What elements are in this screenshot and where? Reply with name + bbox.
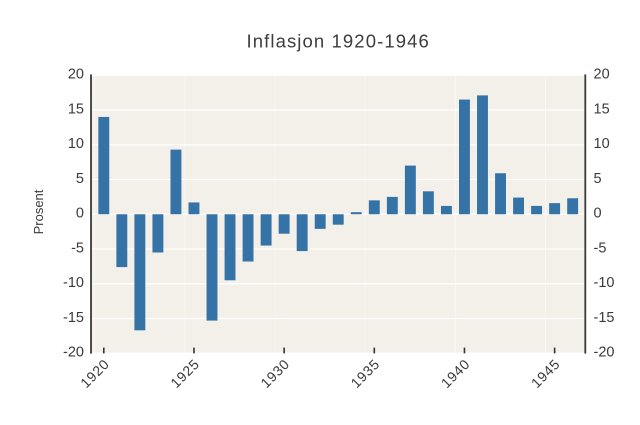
svg-text:-15: -15 (63, 310, 84, 326)
svg-text:Prosent: Prosent (31, 189, 46, 234)
svg-text:-10: -10 (594, 275, 615, 291)
svg-text:-15: -15 (594, 310, 615, 326)
svg-text:20: 20 (594, 67, 610, 83)
svg-text:5: 5 (594, 171, 602, 187)
svg-text:-20: -20 (594, 345, 615, 361)
svg-text:20: 20 (68, 67, 84, 83)
svg-text:Inflasjon 1920-1946: Inflasjon 1920-1946 (246, 31, 429, 52)
svg-text:15: 15 (594, 101, 610, 117)
svg-text:10: 10 (594, 136, 610, 152)
svg-text:0: 0 (76, 206, 84, 222)
svg-text:-20: -20 (63, 345, 84, 361)
svg-text:0: 0 (594, 206, 602, 222)
svg-text:-5: -5 (594, 240, 607, 256)
svg-text:-5: -5 (71, 240, 84, 256)
svg-text:5: 5 (76, 171, 84, 187)
svg-text:10: 10 (68, 136, 84, 152)
svg-text:-10: -10 (63, 275, 84, 291)
svg-text:15: 15 (68, 101, 84, 117)
